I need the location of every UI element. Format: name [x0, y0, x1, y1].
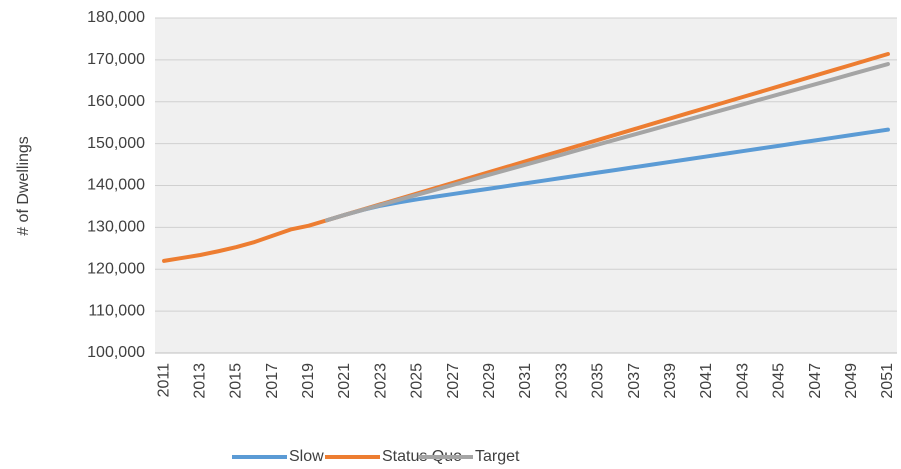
x-tick-label: 2049 [843, 363, 860, 399]
x-tick-label: 2019 [300, 363, 317, 399]
y-tick-label: 150,000 [87, 135, 145, 152]
y-tick-label: 130,000 [87, 219, 145, 236]
x-tick-label: 2021 [336, 363, 353, 399]
x-tick-label: 2029 [481, 363, 498, 399]
legend-label: Slow [289, 448, 324, 465]
x-tick-label: 2031 [517, 363, 534, 399]
series-line [162, 52, 890, 263]
x-tick-label: 2041 [698, 363, 715, 399]
x-tick-label: 2015 [228, 363, 245, 399]
x-tick-label: 2023 [372, 363, 389, 399]
x-tick-label: 2027 [445, 363, 462, 399]
y-tick-label: 140,000 [87, 177, 145, 194]
y-axis-label: # of Dwellings [15, 136, 32, 236]
y-tick-label: 100,000 [87, 344, 145, 361]
x-tick-label: 2037 [626, 363, 643, 399]
y-tick-label: 180,000 [87, 9, 145, 26]
y-tick-label: 110,000 [88, 302, 145, 319]
x-tick-label: 2039 [662, 363, 679, 399]
x-tick-label: 2017 [264, 363, 281, 399]
legend-label: Target [475, 448, 520, 465]
y-tick-label: 170,000 [87, 51, 145, 68]
x-tick-label: 2011 [155, 363, 172, 398]
x-tick-label: 2035 [590, 363, 607, 399]
x-tick-label: 2047 [807, 363, 824, 399]
x-tick-label: 2051 [879, 363, 896, 399]
x-tick-label: 2043 [734, 363, 751, 399]
x-tick-label: 2025 [409, 363, 426, 399]
y-tick-label: 160,000 [87, 93, 145, 110]
x-tick-label: 2045 [771, 363, 788, 399]
x-tick-label: 2033 [553, 363, 570, 399]
series-line [324, 127, 890, 223]
series-line [324, 62, 890, 223]
x-tick-label: 2013 [191, 363, 208, 399]
y-tick-label: 120,000 [87, 260, 145, 277]
